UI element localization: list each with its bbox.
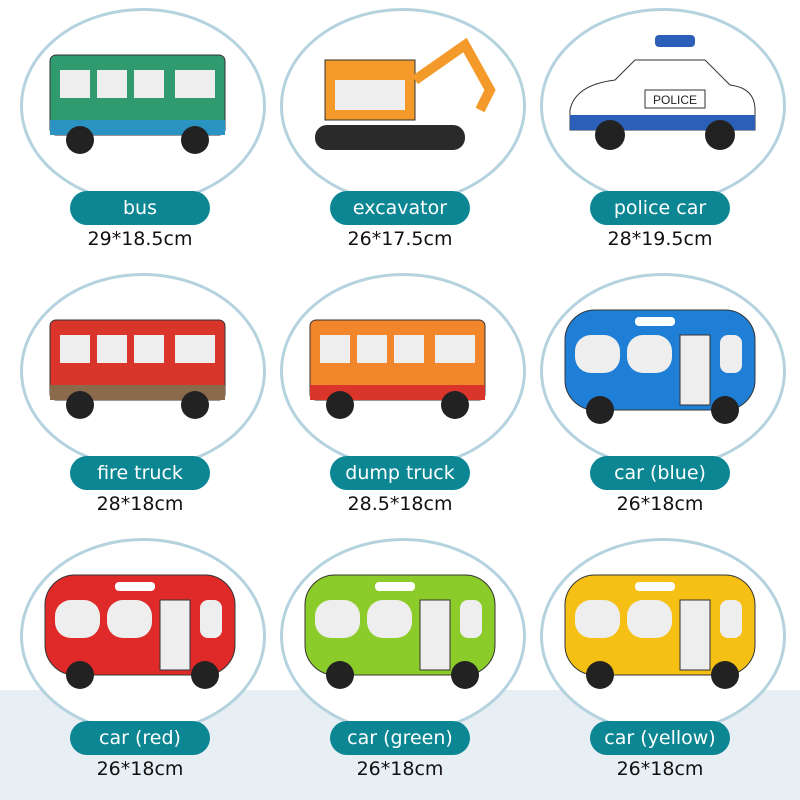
product-label: car (yellow) <box>590 721 730 755</box>
product-label: dump truck <box>330 456 470 490</box>
product-card[interactable]: car (green) 26*18cm <box>270 530 530 795</box>
product-label: fire truck <box>70 456 210 490</box>
product-image <box>564 309 756 424</box>
product-card[interactable]: excavator 26*17.5cm <box>270 0 530 265</box>
product-card[interactable]: POLICE police car 28*19.5cm <box>530 0 790 265</box>
product-size: 28.5*18cm <box>347 493 453 515</box>
product-image <box>315 37 496 150</box>
product-size: 26*18cm <box>616 758 704 780</box>
product-size: 26*18cm <box>96 758 184 780</box>
product-label: car (green) <box>330 721 470 755</box>
product-label: bus <box>70 191 210 225</box>
product-card[interactable]: car (red) 26*18cm <box>10 530 270 795</box>
product-size: 26*17.5cm <box>347 228 453 250</box>
product-label: police car <box>590 191 730 225</box>
product-card[interactable]: fire truck 28*18cm <box>10 265 270 530</box>
product-size: 29*18.5cm <box>87 228 193 250</box>
product-image <box>564 574 756 689</box>
product-image <box>309 319 486 419</box>
product-image: POLICE <box>569 35 756 150</box>
svg-text:POLICE: POLICE <box>653 93 697 107</box>
product-image <box>49 54 226 154</box>
product-card[interactable]: dump truck 28.5*18cm <box>270 265 530 530</box>
product-card[interactable]: car (blue) 26*18cm <box>530 265 790 530</box>
product-card[interactable]: car (yellow) 26*18cm <box>530 530 790 795</box>
product-image <box>44 574 236 689</box>
product-label: car (blue) <box>590 456 730 490</box>
product-card[interactable]: bus 29*18.5cm <box>10 0 270 265</box>
product-size: 28*19.5cm <box>607 228 713 250</box>
product-label: car (red) <box>70 721 210 755</box>
product-size: 26*18cm <box>356 758 444 780</box>
product-image <box>49 319 226 419</box>
product-image <box>304 574 496 689</box>
product-label: excavator <box>330 191 470 225</box>
product-size: 28*18cm <box>96 493 184 515</box>
product-size: 26*18cm <box>616 493 704 515</box>
